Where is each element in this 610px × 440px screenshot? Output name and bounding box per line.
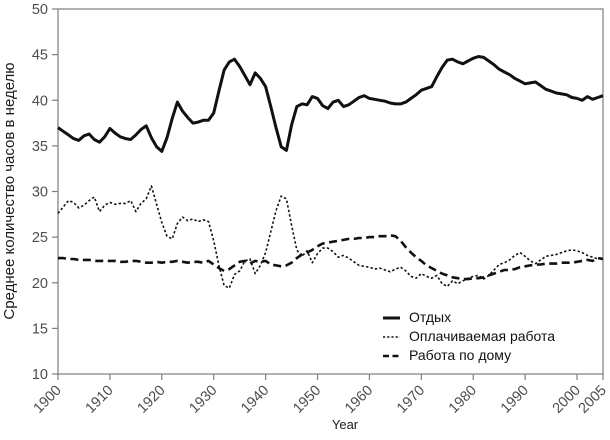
x-tick-label: 1950 [290, 383, 324, 417]
x-axis-ticks: 1900 1910 1920 1930 1940 1950 1960 1970 1980 1990… [31, 374, 610, 417]
x-tick-label: 1980 [446, 383, 480, 417]
legend-item-home-work: Работа по дому [383, 346, 555, 365]
legend-item-leisure: Отдых [383, 308, 555, 327]
dotted-line-icon [383, 335, 400, 338]
y-tick-label: 40 [32, 93, 48, 109]
legend-label: Оплачиваемая работа [409, 328, 556, 344]
x-tick-label: 2000 [550, 383, 584, 417]
y-tick-label: 20 [32, 276, 48, 292]
y-axis-title: Среднее количество часов в неделю [1, 62, 18, 319]
y-tick-label: 10 [32, 367, 48, 383]
series-leisure [57, 55, 604, 153]
x-tick-label: 1900 [31, 383, 65, 417]
x-tick-label: 1910 [83, 383, 117, 417]
series-paid-work [57, 185, 604, 290]
legend-label: Работа по дому [409, 347, 512, 363]
y-axis-ticks: 10 15 20 25 30 35 40 45 50 [32, 2, 58, 383]
series-home-work [58, 234, 604, 281]
legend-item-paid-work: Оплачиваемая работа [383, 327, 555, 346]
y-tick-label: 15 [32, 321, 48, 337]
x-tick-label: 1930 [186, 383, 220, 417]
x-tick-label: 1920 [135, 383, 169, 417]
y-tick-label: 50 [32, 2, 48, 18]
x-tick-label: 1970 [394, 383, 428, 417]
y-tick-label: 30 [32, 185, 48, 201]
x-tick-label: 1990 [498, 383, 532, 417]
x-tick-label: 2005 [576, 383, 610, 417]
legend: Отдых Оплачиваемая работа Работа по дому [383, 308, 555, 365]
y-tick-label: 25 [32, 230, 48, 246]
x-axis-title: Year [332, 417, 359, 432]
y-tick-label: 45 [32, 48, 48, 64]
y-tick-label: 35 [32, 139, 48, 155]
x-tick-label: 1940 [238, 383, 272, 417]
dashed-line-icon [383, 354, 400, 357]
legend-label: Отдых [409, 309, 452, 325]
solid-line-icon [383, 316, 400, 319]
x-tick-label: 1960 [342, 383, 376, 417]
